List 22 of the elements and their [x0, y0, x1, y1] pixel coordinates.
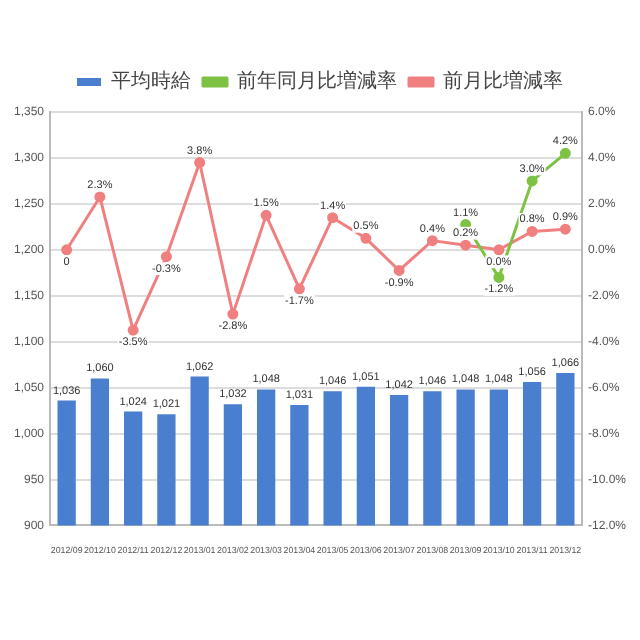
point [61, 244, 73, 256]
point [493, 244, 505, 256]
point [426, 235, 438, 247]
point [260, 209, 272, 221]
point [227, 308, 239, 320]
legend-label: 平均時給 [111, 69, 191, 94]
point [493, 271, 505, 283]
legend-label: 前月比増減率 [443, 69, 563, 94]
point [293, 283, 305, 295]
point [127, 324, 139, 336]
point [194, 157, 206, 169]
point [94, 191, 106, 203]
point [327, 212, 339, 224]
point [393, 264, 405, 276]
point [559, 147, 571, 159]
point [360, 232, 372, 244]
point [526, 175, 538, 187]
point [526, 225, 538, 237]
point [160, 251, 172, 263]
point [559, 223, 571, 235]
point [460, 239, 472, 251]
legend-label: 前年同月比増減率 [237, 69, 397, 94]
